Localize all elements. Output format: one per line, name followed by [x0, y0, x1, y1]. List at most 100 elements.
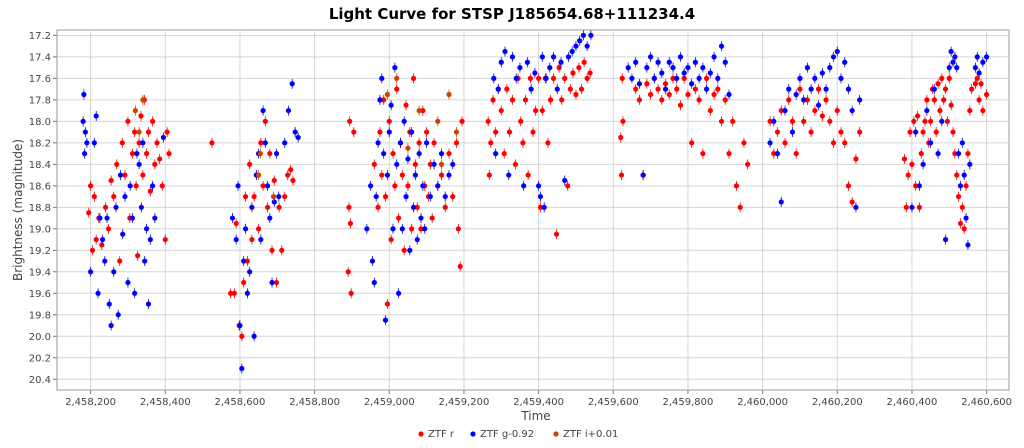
data-point [382, 317, 389, 323]
data-point [251, 193, 257, 200]
data-point [509, 97, 516, 103]
data-point [495, 86, 501, 92]
data-point [241, 258, 247, 264]
y-axis-label: Brightness (magnitude) [11, 139, 25, 281]
data-point [541, 204, 547, 210]
data-point [416, 150, 422, 157]
data-point [282, 193, 288, 200]
data-point [984, 91, 990, 98]
data-point [493, 150, 499, 157]
data-point [99, 242, 105, 248]
data-point [577, 38, 583, 44]
data-point [120, 231, 126, 237]
data-point [972, 81, 979, 87]
data-point [726, 150, 732, 157]
data-point [909, 161, 915, 167]
data-point [122, 172, 128, 178]
data-point [963, 215, 969, 221]
y-tick-label: 19.2 [29, 246, 51, 257]
data-point [793, 150, 799, 157]
data-point [931, 86, 937, 92]
data-point [532, 70, 538, 76]
data-point [152, 215, 158, 221]
data-point [348, 290, 354, 296]
data-point [834, 48, 840, 55]
data-point [491, 75, 497, 81]
data-point [269, 247, 275, 253]
data-point [228, 290, 234, 296]
data-point [115, 312, 121, 318]
data-point [959, 140, 965, 146]
y-tick-label: 20.2 [29, 353, 51, 364]
data-point [935, 81, 941, 87]
data-point [838, 75, 844, 81]
data-point [838, 129, 844, 135]
data-point [718, 43, 725, 49]
data-point [412, 161, 418, 167]
data-point [386, 118, 392, 124]
data-point [539, 54, 545, 60]
data-point [493, 129, 499, 135]
data-point [819, 70, 825, 76]
data-point [718, 118, 725, 124]
data-point [405, 145, 411, 151]
data-point [144, 150, 150, 157]
data-point [629, 75, 635, 81]
data-point [774, 129, 781, 135]
data-point [91, 140, 97, 146]
data-point [285, 172, 291, 178]
data-point [435, 118, 441, 124]
data-point [620, 118, 626, 124]
data-point [122, 193, 128, 200]
data-point [129, 215, 136, 221]
data-point [91, 193, 97, 200]
data-point [269, 279, 275, 286]
data-point [587, 70, 593, 76]
data-point [418, 226, 424, 232]
data-point [618, 172, 625, 178]
data-point [685, 91, 691, 98]
data-point [438, 150, 445, 157]
data-point [399, 226, 405, 232]
data-point [670, 75, 676, 81]
x-tick-label: 2,460,200 [812, 397, 863, 408]
data-point [545, 140, 551, 146]
data-point [416, 107, 422, 114]
data-point [537, 193, 544, 200]
y-tick-label: 18.6 [29, 181, 51, 192]
data-point [801, 97, 807, 103]
data-point [427, 193, 433, 200]
data-point [506, 129, 513, 135]
data-point [655, 86, 661, 92]
data-point [670, 65, 676, 71]
data-point [924, 107, 930, 114]
data-point [726, 91, 732, 98]
data-point [149, 118, 156, 124]
data-point [388, 102, 394, 108]
data-point [924, 97, 930, 103]
data-point [504, 86, 510, 92]
data-point [644, 65, 650, 71]
data-point [135, 253, 141, 259]
data-point [651, 75, 657, 81]
y-tick-label: 18.0 [29, 117, 51, 128]
data-point [89, 247, 96, 253]
data-point [685, 65, 691, 71]
data-point [935, 150, 941, 157]
x-tick-label: 2,460,000 [737, 397, 788, 408]
data-point [373, 193, 379, 200]
data-point [857, 97, 863, 103]
data-point [442, 204, 448, 210]
data-point [722, 97, 728, 103]
data-point [147, 236, 153, 243]
data-point [674, 75, 680, 81]
data-point [920, 161, 926, 167]
data-point [271, 199, 277, 205]
data-point [264, 183, 271, 189]
data-point [849, 107, 855, 114]
data-point [288, 167, 294, 173]
x-axis-ticks: 2,458,200 2,458,400 2,458,600 2,458,800 2,45… [65, 390, 1012, 408]
data-point [88, 269, 94, 275]
data-point [619, 75, 625, 81]
data-point [520, 140, 526, 146]
